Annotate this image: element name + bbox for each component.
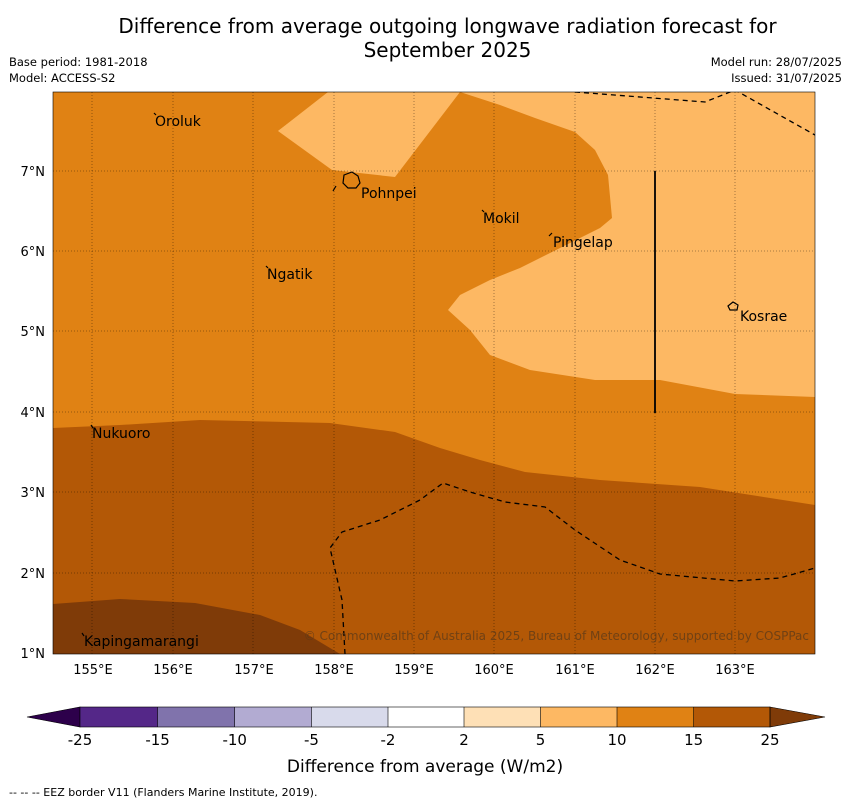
label-kapingamarangi: Kapingamarangi [84,634,199,650]
colorbar-extend-high [769,706,826,728]
colorbar-bin-5-10 [540,707,617,727]
place-labels: Oroluk Pohnpei Mokil Pingelap Ngatik Kos… [84,114,787,650]
mokil-atoll-mark [481,209,485,213]
lon-tick-158e: 158°E [314,663,354,678]
title-line-1: Difference from average outgoing longwav… [118,14,777,38]
colorbar-extend-low [26,706,81,728]
metadata-left: Base period: 1981-2018 Model: ACCESS-S2 [9,54,148,86]
eez-border [329,92,815,654]
model-name: Model: ACCESS-S2 [9,71,116,85]
label-mokil: Mokil [483,211,520,227]
label-pingelap: Pingelap [553,235,613,251]
label-pohnpei: Pohnpei [361,186,417,202]
pingelap-atoll-mark [548,232,553,237]
colorbar-title: Difference from average (W/m2) [287,757,563,777]
band-5-10-pohnpei [278,92,460,177]
label-nukuoro: Nukuoro [92,426,150,442]
model-run: Model run: 28/07/2025 [710,55,842,69]
kapingamarangi-atoll-mark [81,632,85,637]
colorbar-tick-m25: -25 [68,731,93,749]
lat-axis: 7°N 6°N 5°N 4°N 3°N 2°N 1°N [21,165,46,662]
base-period: Base period: 1981-2018 [9,55,148,69]
lon-tick-157e: 157°E [234,663,274,678]
lon-tick-161e: 161°E [555,663,595,678]
pohnpei-island-outline [342,171,361,189]
colorbar-bin-m25-m15 [80,707,158,727]
pohnpei-reef-outline [332,185,337,192]
map-frame [52,91,816,655]
lat-tick-6n: 6°N [21,245,46,260]
colorbar-bin-10-15 [617,707,694,727]
colorbar-tick-25: 25 [760,731,779,749]
lon-tick-156e: 156°E [153,663,193,678]
oroluk-atoll-mark [153,112,157,116]
islands [81,112,739,637]
colorbar: -25 -15 -10 -5 -2 2 5 10 15 25 Differenc… [26,706,826,777]
lat-tick-4n: 4°N [21,406,46,421]
colorbar-bin-2-5 [464,707,541,727]
ngatik-atoll-mark [265,265,269,269]
colorbar-tick-5: 5 [536,731,546,749]
lat-tick-2n: 2°N [21,567,46,582]
colorbar-bin-15-25 [693,707,770,727]
chart-title: Difference from average outgoing longwav… [60,14,835,62]
lon-tick-162e: 162°E [635,663,675,678]
title-line-2: September 2025 [363,38,532,62]
lat-tick-3n: 3°N [21,486,46,501]
colorbar-tick-2: 2 [459,731,469,749]
colorbar-tick-10: 10 [607,731,626,749]
colorbar-bin-m2-2 [388,707,464,727]
lon-tick-155e: 155°E [73,663,113,678]
colorbar-tick-m5: -5 [304,731,319,749]
issued-date: Issued: 31/07/2025 [731,71,842,85]
colorbar-tick-15: 15 [684,731,703,749]
lat-tick-1n: 1°N [21,647,46,662]
colorbar-tick-m2: -2 [381,731,396,749]
colorbar-bin-m15-m10 [157,707,235,727]
colorbar-tick-m15: -15 [145,731,170,749]
map-area: Oroluk Pohnpei Mokil Pingelap Ngatik Kos… [53,92,815,654]
label-kosrae: Kosrae [740,309,787,325]
eez-footnote: -- -- -- EEZ border V11 (Flanders Marine… [9,786,318,799]
metadata-right: Model run: 28/07/2025 Issued: 31/07/2025 [711,54,842,86]
band-25-plus [53,599,340,654]
band-5-10-north [278,92,815,397]
lon-tick-160e: 160°E [474,663,514,678]
lat-tick-5n: 5°N [21,325,46,340]
colorbar-frame [79,706,771,728]
label-oroluk: Oroluk [155,114,202,130]
band-15-25 [53,420,815,654]
lon-tick-159e: 159°E [394,663,434,678]
nukuoro-atoll-mark [90,424,94,429]
label-ngatik: Ngatik [267,267,313,283]
lon-axis: 155°E 156°E 157°E 158°E 159°E 160°E 161°… [73,663,755,678]
lat-tick-7n: 7°N [21,165,46,180]
copyright-notice: © Commonwealth of Australia 2025, Bureau… [304,629,809,643]
colorbar-bin-m5-m2 [311,707,388,727]
colorbar-tick-m10: -10 [222,731,247,749]
gridlines [53,92,815,654]
kosrae-island-outline [727,301,739,311]
colorbar-bin-m10-m5 [234,707,312,727]
lon-tick-163e: 163°E [715,663,755,678]
